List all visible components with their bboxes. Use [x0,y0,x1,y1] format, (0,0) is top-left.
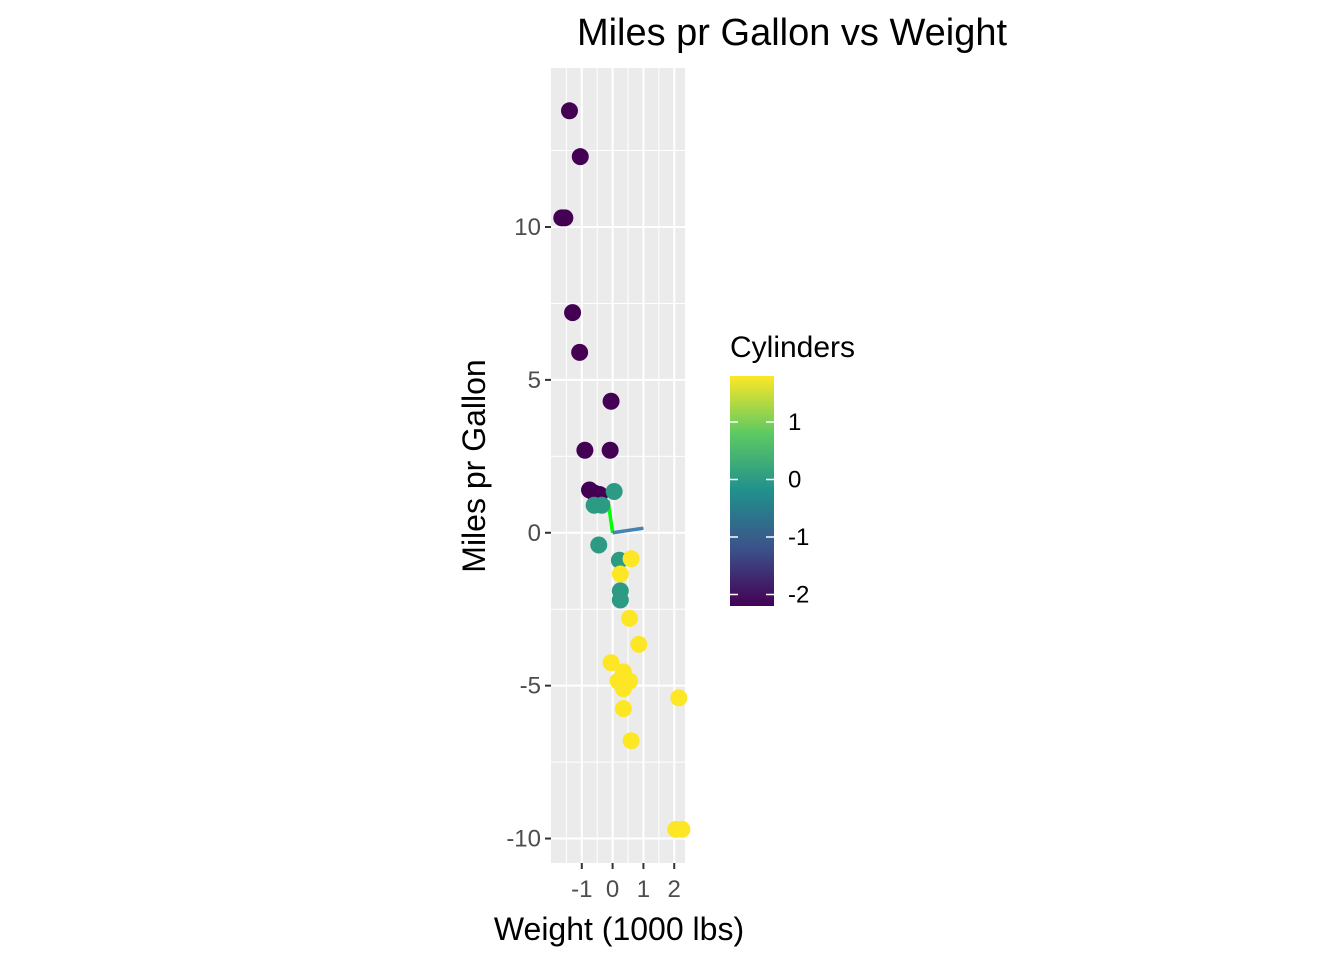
x-tick-label: -1 [571,876,592,903]
data-point [673,820,691,838]
data-point [564,304,582,322]
data-point [621,609,639,627]
data-point [590,536,608,554]
legend-label: 1 [788,409,801,436]
data-point [571,148,589,166]
data-point [602,392,620,410]
legend-label: 0 [788,467,801,494]
x-axis-title: Weight (1000 lbs) [494,911,744,947]
x-tick-label: 2 [668,876,681,903]
data-point [605,482,623,500]
arrow-segment [612,526,644,535]
x-axis: -1 0 1 2 [571,863,681,903]
y-tick-label: -10 [506,826,541,853]
y-axis-title: Miles pr Gallon [456,359,492,572]
legend-label: -2 [788,582,809,609]
y-tick-label: 10 [514,214,541,241]
data-point [601,441,619,459]
legend-title: Cylinders [730,331,855,364]
x-tick-label: 0 [606,876,619,903]
data-point [593,496,611,514]
data-point [614,700,632,718]
data-point [611,591,629,609]
legend-ticks: 1 0 -1 -2 [730,409,809,609]
grid-major [551,68,685,863]
legend-colorbar [730,376,774,606]
data-point [622,550,640,568]
data-point [576,441,594,459]
y-axis: -10 -5 0 5 10 [506,214,551,853]
data-point [614,680,632,698]
data-point [560,102,578,120]
data-point [556,209,574,227]
data-point [630,635,648,653]
plot-panel [551,68,685,863]
legend-label: -1 [788,524,809,551]
y-tick-label: 5 [528,367,541,394]
data-point [571,343,589,361]
y-tick-label: 0 [528,520,541,547]
data-point [611,565,629,583]
grid-minor [551,68,685,863]
data-point [670,689,688,707]
data-marks [553,102,691,838]
y-tick-label: -5 [520,673,541,700]
chart-title: Miles pr Gallon vs Weight [577,12,1008,54]
data-point [622,732,640,750]
legend: Cylinders 1 0 -1 -2 [730,331,855,609]
data-point [602,654,620,672]
x-tick-label: 1 [637,876,650,903]
